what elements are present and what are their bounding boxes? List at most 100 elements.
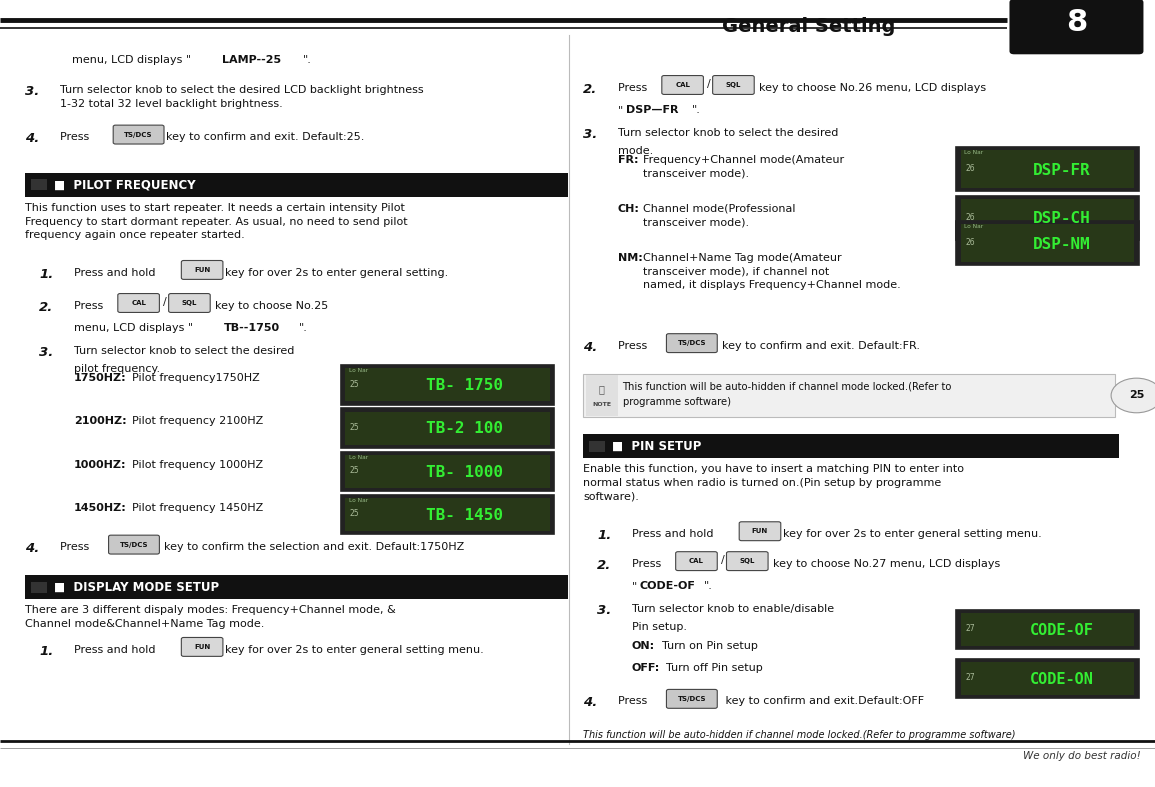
Text: CAL: CAL bbox=[690, 558, 703, 564]
Bar bbox=[961, 150, 1134, 188]
Text: 1.: 1. bbox=[39, 645, 53, 658]
Bar bbox=[586, 375, 618, 416]
Text: Lo Nar: Lo Nar bbox=[349, 498, 368, 503]
Text: Lo Nar: Lo Nar bbox=[349, 455, 368, 460]
Text: ".: ". bbox=[703, 581, 713, 591]
Text: Press: Press bbox=[60, 542, 92, 552]
Text: ".: ". bbox=[299, 323, 308, 333]
Text: We only do best radio!: We only do best radio! bbox=[1023, 751, 1141, 761]
Text: Turn selector knob to select the desired: Turn selector knob to select the desired bbox=[74, 346, 295, 357]
Text: ■  PILOT FREQUENCY: ■ PILOT FREQUENCY bbox=[54, 179, 196, 191]
Bar bbox=[961, 613, 1134, 646]
Bar bbox=[583, 374, 1115, 417]
Bar bbox=[31, 582, 47, 593]
Text: /: / bbox=[721, 556, 724, 565]
FancyBboxPatch shape bbox=[739, 522, 781, 541]
Text: TS/DCS: TS/DCS bbox=[125, 131, 152, 138]
Text: FUN: FUN bbox=[194, 644, 210, 650]
Text: mode.: mode. bbox=[618, 146, 654, 156]
Bar bbox=[961, 662, 1134, 695]
Text: FUN: FUN bbox=[194, 267, 210, 273]
Text: key to confirm and exit.Default:OFF: key to confirm and exit.Default:OFF bbox=[722, 696, 924, 707]
Text: ": " bbox=[632, 581, 638, 591]
FancyBboxPatch shape bbox=[713, 76, 754, 94]
Text: 2.: 2. bbox=[597, 559, 611, 572]
Text: Turn on Pin setup: Turn on Pin setup bbox=[662, 641, 758, 652]
Text: 4.: 4. bbox=[583, 341, 597, 354]
Text: Lo Nar: Lo Nar bbox=[964, 224, 984, 229]
Bar bbox=[961, 224, 1134, 262]
Bar bbox=[956, 659, 1139, 698]
Text: 8: 8 bbox=[1066, 9, 1087, 37]
Bar bbox=[956, 147, 1139, 191]
Text: TB- 1450: TB- 1450 bbox=[426, 508, 504, 523]
Text: 2.: 2. bbox=[583, 83, 597, 96]
Bar bbox=[956, 610, 1139, 649]
Text: 2.: 2. bbox=[39, 301, 53, 314]
Text: Press and hold: Press and hold bbox=[74, 645, 159, 655]
FancyBboxPatch shape bbox=[181, 637, 223, 656]
Text: 27: 27 bbox=[966, 673, 975, 682]
Text: Pin setup.: Pin setup. bbox=[632, 622, 687, 632]
Text: key to choose No.25: key to choose No.25 bbox=[215, 301, 328, 311]
Text: key to confirm and exit. Default:FR.: key to confirm and exit. Default:FR. bbox=[722, 341, 919, 351]
Text: CAL: CAL bbox=[676, 82, 690, 88]
Text: Pilot frequency1750HZ: Pilot frequency1750HZ bbox=[132, 373, 260, 383]
Text: TB- 1000: TB- 1000 bbox=[426, 464, 504, 480]
Text: DSP—FR: DSP—FR bbox=[626, 105, 678, 115]
Text: key to choose No.26 menu, LCD displays: key to choose No.26 menu, LCD displays bbox=[759, 83, 986, 93]
Text: Turn selector knob to select the desired: Turn selector knob to select the desired bbox=[618, 128, 839, 139]
Text: CODE-OF: CODE-OF bbox=[1030, 623, 1094, 638]
Text: Pilot frequency 1000HZ: Pilot frequency 1000HZ bbox=[132, 460, 263, 470]
Text: 4.: 4. bbox=[583, 696, 597, 710]
Text: CH:: CH: bbox=[618, 204, 640, 214]
Text: 2100HZ:: 2100HZ: bbox=[74, 416, 127, 427]
Text: TS/DCS: TS/DCS bbox=[678, 696, 706, 702]
Text: TS/DCS: TS/DCS bbox=[678, 340, 706, 346]
Text: Press: Press bbox=[618, 83, 650, 93]
Bar bbox=[589, 441, 605, 452]
Text: key for over 2s to enter general setting menu.: key for over 2s to enter general setting… bbox=[783, 529, 1042, 539]
Text: ".: ". bbox=[692, 105, 701, 115]
Text: Press: Press bbox=[632, 559, 664, 569]
Text: SQL: SQL bbox=[725, 82, 742, 88]
Text: 26: 26 bbox=[966, 238, 975, 247]
Text: This function will be auto-hidden if channel mode locked.(Refer to: This function will be auto-hidden if cha… bbox=[623, 382, 952, 392]
FancyBboxPatch shape bbox=[662, 76, 703, 94]
FancyBboxPatch shape bbox=[666, 334, 717, 353]
Text: TB--1750: TB--1750 bbox=[224, 323, 281, 333]
Text: Press: Press bbox=[74, 301, 106, 311]
Text: Channel mode(Professional
transceiver mode).: Channel mode(Professional transceiver mo… bbox=[643, 204, 796, 227]
Bar bbox=[345, 368, 550, 401]
Text: 25: 25 bbox=[1128, 390, 1145, 401]
Bar bbox=[341, 365, 554, 405]
Text: key to confirm the selection and exit. Default:1750HZ: key to confirm the selection and exit. D… bbox=[164, 542, 464, 552]
Text: programme software): programme software) bbox=[623, 397, 731, 408]
Bar bbox=[25, 173, 568, 197]
Text: Pilot frequency 1450HZ: Pilot frequency 1450HZ bbox=[132, 503, 263, 513]
Text: key to confirm and exit. Default:25.: key to confirm and exit. Default:25. bbox=[166, 132, 365, 142]
Text: DSP-FR: DSP-FR bbox=[1034, 163, 1091, 178]
Text: Lo Nar: Lo Nar bbox=[349, 368, 368, 373]
Text: Channel+Name Tag mode(Amateur
transceiver mode), if channel not
named, it displa: Channel+Name Tag mode(Amateur transceive… bbox=[643, 253, 901, 290]
Text: Turn selector knob to enable/disable: Turn selector knob to enable/disable bbox=[632, 604, 834, 615]
Text: 1.: 1. bbox=[39, 268, 53, 281]
Bar bbox=[31, 179, 47, 190]
Text: Press: Press bbox=[618, 696, 650, 707]
Text: ■  DISPLAY MODE SETUP: ■ DISPLAY MODE SETUP bbox=[54, 581, 219, 593]
Text: Pilot frequency 2100HZ: Pilot frequency 2100HZ bbox=[132, 416, 263, 427]
FancyBboxPatch shape bbox=[1009, 0, 1143, 54]
Text: SQL: SQL bbox=[739, 558, 755, 564]
Text: 25: 25 bbox=[350, 509, 359, 519]
Text: key for over 2s to enter general setting menu.: key for over 2s to enter general setting… bbox=[225, 645, 484, 655]
FancyBboxPatch shape bbox=[726, 552, 768, 571]
Text: Frequency+Channel mode(Amateur
transceiver mode).: Frequency+Channel mode(Amateur transceiv… bbox=[643, 155, 844, 179]
Bar bbox=[956, 196, 1139, 240]
Text: 25: 25 bbox=[350, 379, 359, 389]
Text: DSP-NM: DSP-NM bbox=[1034, 237, 1091, 252]
Text: General Setting: General Setting bbox=[722, 17, 895, 36]
Text: FUN: FUN bbox=[752, 528, 768, 534]
Text: 25: 25 bbox=[350, 423, 359, 432]
Text: key for over 2s to enter general setting.: key for over 2s to enter general setting… bbox=[225, 268, 448, 278]
Text: CODE-OF: CODE-OF bbox=[640, 581, 695, 591]
